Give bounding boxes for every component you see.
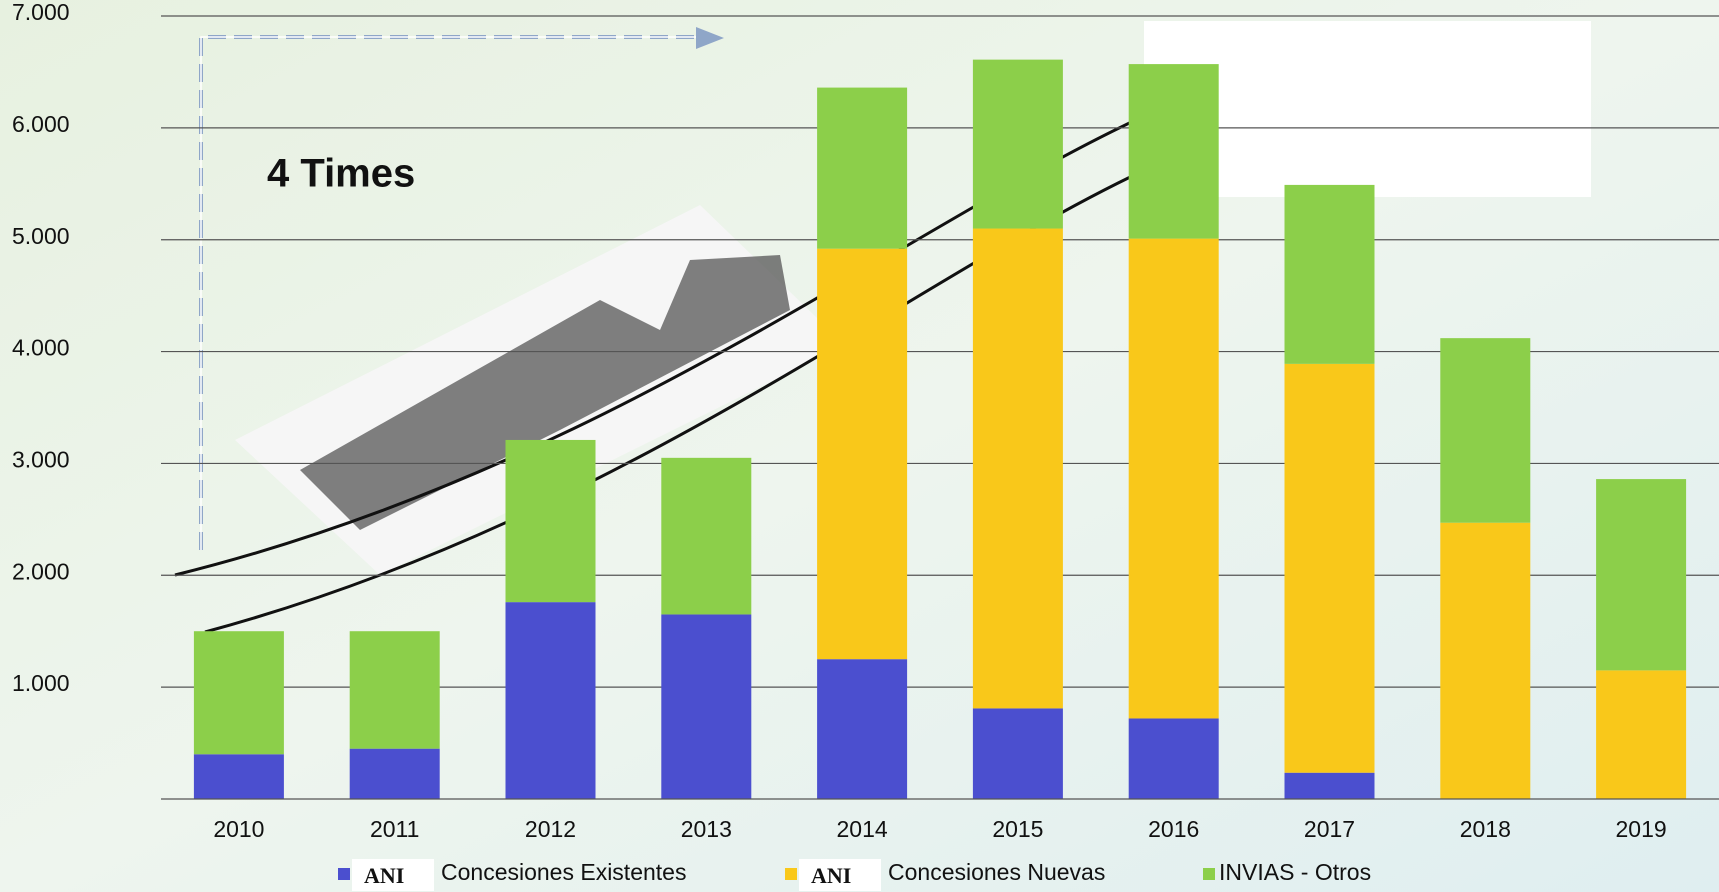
y-tick-label: 6.000 [12, 111, 70, 137]
y-tick-label: 2.000 [12, 558, 70, 584]
legend-swatch [1203, 868, 1215, 880]
x-tick-label: 2017 [1304, 816, 1355, 842]
decoration [174, 27, 1146, 634]
bar-segment [505, 439, 596, 603]
bar-segment [1284, 184, 1375, 364]
y-tick-label: 7.000 [12, 0, 70, 25]
legend-swatch [785, 868, 797, 880]
x-tick-label: 2010 [213, 816, 264, 842]
bar-segment [349, 631, 440, 749]
legend-swatch [338, 868, 350, 880]
legend-group-box [799, 859, 881, 891]
bar-segment [1596, 479, 1687, 671]
legend-group: ANI [364, 863, 404, 888]
x-tick-label: 2016 [1148, 816, 1199, 842]
bar-segment [1128, 64, 1219, 239]
bar-segment [1284, 772, 1375, 799]
arrow-head [696, 27, 724, 49]
bar-segment [972, 228, 1063, 709]
y-tick-label: 3.000 [12, 447, 70, 473]
x-tick-label: 2019 [1616, 816, 1667, 842]
bar-segment [1128, 718, 1219, 799]
x-tick-label: 2011 [370, 816, 419, 842]
bar-segment [193, 754, 284, 799]
bar-segment [817, 87, 908, 249]
bar-segment [193, 631, 284, 755]
x-tick-label: 2015 [992, 816, 1043, 842]
bar-segment [1596, 670, 1687, 799]
legend-label: INVIAS - Otros [1219, 859, 1371, 885]
bar-segment [817, 248, 908, 660]
y-tick-label: 4.000 [12, 335, 70, 361]
legend-group: ANI [811, 863, 851, 888]
bar-segment [505, 602, 596, 799]
y-tick-label: 5.000 [12, 223, 70, 249]
x-tick-label: 2014 [837, 816, 888, 842]
legend-label: Concesiones Existentes [441, 859, 686, 885]
legend-label: Concesiones Nuevas [888, 859, 1105, 885]
y-tick-label: 1.000 [12, 670, 70, 696]
train [300, 255, 790, 530]
bar-segment [817, 659, 908, 799]
bar-segment [1128, 238, 1219, 719]
x-tick-label: 2012 [525, 816, 576, 842]
legend-group-box [352, 859, 434, 891]
x-tick-label: 2013 [681, 816, 732, 842]
bar-segment [661, 614, 752, 799]
x-tick-label: 2018 [1460, 816, 1511, 842]
bar-segment [1284, 363, 1375, 773]
bar-segment [661, 457, 752, 615]
dashed-arrow-core [200, 36, 700, 550]
bar-segment [1440, 522, 1531, 799]
bar-segment [349, 748, 440, 799]
bar-segment [972, 59, 1063, 229]
annotation: 4 Times [267, 152, 415, 196]
bar-segment [1440, 338, 1531, 523]
bar-segment [972, 708, 1063, 799]
